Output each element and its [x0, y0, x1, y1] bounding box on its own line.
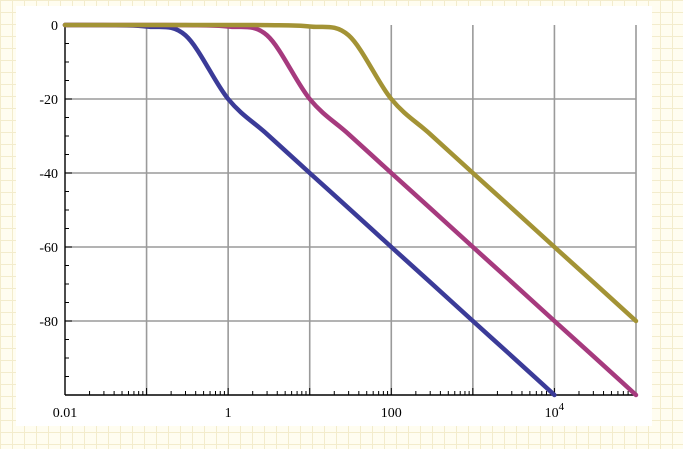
y-tick-label-2: -40	[39, 167, 58, 182]
series-line-2	[62, 22, 639, 324]
chart-panel: 0.01 1 100 104 0 -20 -40 -60 -80	[16, 6, 652, 426]
y-tick-label-0: 0	[51, 19, 58, 34]
bode-magnitude-chart: 0.01 1 100 104 0 -20 -40 -60 -80	[39, 19, 639, 421]
x-tick-label-1: 1	[225, 406, 232, 421]
x-tick-label-2: 100	[381, 406, 402, 421]
y-tick-label-3: -60	[39, 241, 58, 256]
series-group	[62, 22, 639, 398]
tick-labels: 0.01 1 100 104 0 -20 -40 -60 -80	[39, 19, 564, 421]
y-tick-label-4: -80	[39, 315, 58, 330]
x-tick-label-3: 104	[545, 401, 565, 421]
y-tick-label-1: -20	[39, 93, 58, 108]
gridlines	[65, 25, 637, 395]
x-tick-label-0: 0.01	[53, 406, 78, 421]
axes	[64, 23, 636, 396]
